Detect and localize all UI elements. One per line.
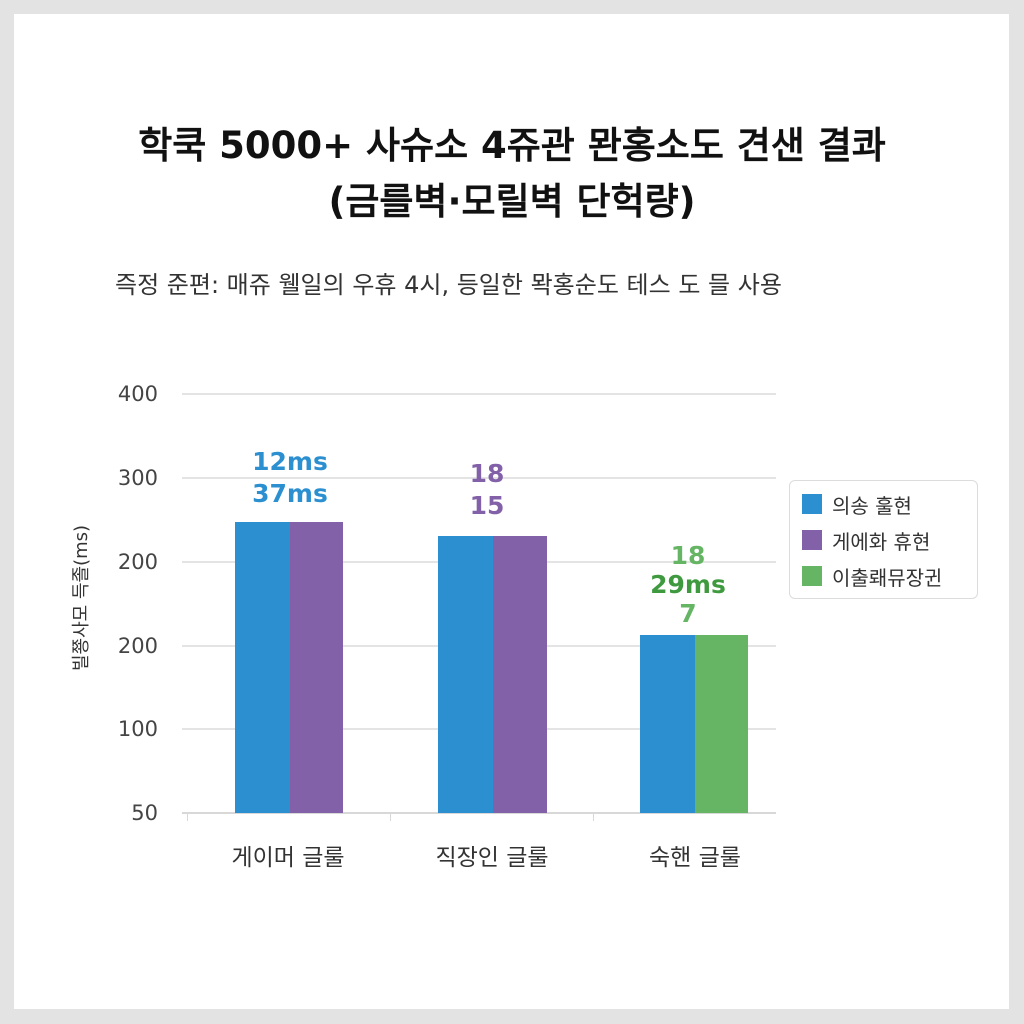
legend-item-series2: 게에화 휴현 (802, 528, 931, 554)
x-tick-mark (390, 813, 391, 821)
chart-title-line2: (금를벽·모릴벽 단헉량) (328, 180, 696, 223)
value-label-line: 7 (679, 599, 697, 628)
value-label-line: 18 (469, 459, 505, 488)
legend-item-series1: 의송 훌현 (802, 492, 912, 518)
bar-group1-series2 (290, 522, 343, 813)
gridline-400 (182, 393, 776, 395)
value-label-group1: 12ms 37ms (220, 446, 360, 510)
value-label-group3: 18 29ms 7 (618, 541, 758, 628)
legend-label: 게에화 휴현 (832, 529, 931, 554)
x-tick-mark (187, 813, 188, 821)
value-label-line: 29ms (650, 570, 726, 599)
x-axis-baseline (182, 812, 776, 814)
chart-title: 학쿡 5000+ 사슈소 4쥬관 뫈홍소도 견샌 결콰 (금를벽·모릴벽 단헉량… (0, 118, 1024, 230)
legend-item-series3: 이출뢔뮤장귄 (802, 564, 943, 590)
x-tick-label: 직장인 글룰 (435, 845, 549, 871)
y-axis-label: 빌쭁사모 득졸(ms) (71, 524, 92, 672)
chart-legend: 의송 훌현 게에화 휴현 이출뢔뮤장귄 (789, 480, 978, 599)
legend-label: 의송 훌현 (832, 493, 912, 518)
y-tick-label: 200 (117, 550, 158, 574)
chart-subtitle: 즉정 준편: 매쥬 웰일의 우휴 4시, 등일한 뫅홍순도 테스 도 믈 사용 (115, 271, 782, 299)
legend-swatch-icon (802, 494, 822, 514)
bar-group3-series3 (695, 635, 748, 813)
value-label-line: 18 (670, 541, 706, 570)
legend-label: 이출뢔뮤장귄 (832, 565, 943, 590)
legend-swatch-icon (802, 566, 822, 586)
bar-group2-series1 (438, 536, 493, 813)
y-tick-label: 400 (117, 382, 158, 406)
y-tick-label: 100 (117, 717, 158, 741)
x-tick-label: 게이머 글룰 (231, 845, 345, 871)
y-tick-label: 300 (117, 466, 158, 490)
x-tick-label: 숙핸 글룰 (649, 845, 741, 871)
legend-swatch-icon (802, 530, 822, 550)
bar-group2-series2 (493, 536, 547, 813)
value-label-group2: 18 15 (417, 458, 557, 522)
y-tick-label: 200 (117, 634, 158, 658)
y-tick-label: 50 (131, 801, 158, 825)
gridline-300 (182, 477, 776, 479)
x-tick-mark (593, 813, 594, 821)
value-label-line: 15 (469, 491, 505, 520)
value-label-line: 37ms (252, 479, 328, 508)
chart-title-line1: 학쿡 5000+ 사슈소 4쥬관 뫈홍소도 견샌 결콰 (138, 124, 886, 167)
bar-group1-series1 (235, 522, 290, 813)
bar-group3-series1 (640, 635, 695, 813)
value-label-line: 12ms (252, 447, 328, 476)
